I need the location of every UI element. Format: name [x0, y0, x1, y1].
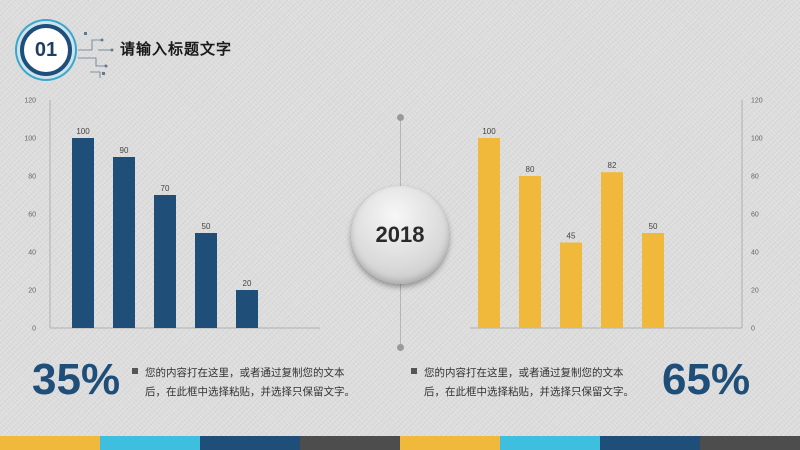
- y-tick-label: 60: [28, 212, 36, 219]
- right-description-line-2: 后，在此框中选择粘贴，并选择只保留文字。: [424, 386, 634, 398]
- left-description-line-2: 后，在此框中选择粘贴，并选择只保留文字。: [145, 386, 355, 398]
- section-header: 01 请输入标题文字: [14, 18, 314, 78]
- bar: [154, 195, 176, 328]
- right-percentage: 65%: [662, 355, 751, 404]
- section-number: 01: [34, 38, 58, 61]
- footer-segment: [200, 436, 300, 450]
- left-description-line-1: 您的内容打在这里，或者通过复制您的文本: [145, 367, 345, 379]
- bar: [642, 233, 664, 328]
- y-tick-label: 100: [24, 136, 36, 143]
- bar: [113, 157, 135, 328]
- data-label: 90: [120, 146, 129, 155]
- divider-dot-bottom: [397, 344, 404, 351]
- section-number-badge: 01: [20, 24, 72, 76]
- data-label: 45: [567, 232, 576, 241]
- footer-segment: [0, 436, 100, 450]
- footer-segment: [300, 436, 400, 450]
- page-title: 请输入标题文字: [120, 41, 233, 58]
- footer-color-bar: [0, 436, 800, 450]
- y-tick-label: 120: [751, 98, 763, 105]
- footer-segment: [600, 436, 700, 450]
- data-label: 50: [202, 222, 211, 231]
- y-tick-label: 0: [751, 326, 755, 333]
- bar: [601, 172, 623, 328]
- bar: [236, 290, 258, 328]
- data-label: 50: [649, 222, 658, 231]
- y-tick-label: 80: [28, 174, 36, 181]
- right-description: 您的内容打在这里，或者通过复制您的文本 后，在此框中选择粘贴，并选择只保留文字。: [424, 364, 674, 402]
- bar: [560, 242, 582, 328]
- y-tick-label: 20: [751, 288, 759, 295]
- bar: [478, 138, 500, 328]
- right-bullet-icon: [411, 368, 417, 374]
- data-label: 100: [482, 127, 496, 136]
- circuit-decoration-icon: [78, 32, 114, 78]
- footer-segment: [500, 436, 600, 450]
- footer-segment: [100, 436, 200, 450]
- bar: [195, 233, 217, 328]
- year-circle: 2018: [351, 186, 449, 284]
- data-label: 82: [608, 161, 617, 170]
- y-tick-label: 40: [28, 250, 36, 257]
- data-label: 70: [161, 184, 170, 193]
- left-percentage: 35%: [32, 355, 121, 404]
- bar-chart-right: 0 20 40 60 80 100 120 100 80 45 82 50: [470, 98, 763, 333]
- y-tick-label: 100: [751, 136, 763, 143]
- y-tick-label: 40: [751, 250, 759, 257]
- left-bullet-icon: [132, 368, 138, 374]
- bar: [519, 176, 541, 328]
- data-label: 20: [243, 279, 252, 288]
- footer-segment: [400, 436, 500, 450]
- data-label: 100: [76, 127, 90, 136]
- year-label: 2018: [375, 222, 425, 247]
- y-tick-label: 80: [751, 174, 759, 181]
- data-label: 80: [526, 165, 535, 174]
- footer-segment: [700, 436, 800, 450]
- y-tick-label: 0: [32, 326, 36, 333]
- y-tick-label: 20: [28, 288, 36, 295]
- left-description: 您的内容打在这里，或者通过复制您的文本 后，在此框中选择粘贴，并选择只保留文字。: [145, 364, 395, 402]
- divider-dot-top: [397, 114, 404, 121]
- bar: [72, 138, 94, 328]
- bar-chart-left: 0 20 40 60 80 100 120 100 90 70 50 20: [24, 98, 320, 333]
- y-tick-label: 60: [751, 212, 759, 219]
- right-description-line-1: 您的内容打在这里，或者通过复制您的文本: [424, 367, 624, 379]
- y-tick-label: 120: [24, 98, 36, 105]
